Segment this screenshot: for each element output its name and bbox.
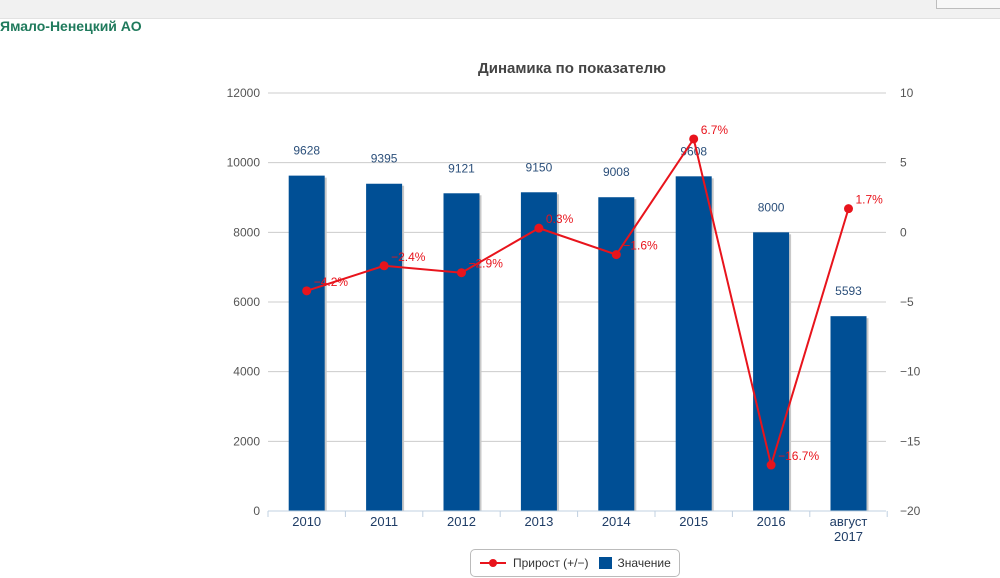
bar <box>443 193 480 512</box>
growth-label: −4.2% <box>314 275 349 289</box>
growth-point <box>689 134 699 144</box>
x-tick-label: 2013 <box>524 514 553 529</box>
y-left-tick-label: 8000 <box>233 225 260 239</box>
growth-point <box>302 286 312 296</box>
growth-label: −16.7% <box>778 449 819 463</box>
bar <box>675 176 712 511</box>
x-tick-label: 2016 <box>757 514 786 529</box>
top-right-control[interactable] <box>936 0 1000 9</box>
bar-value-label: 5593 <box>835 284 862 298</box>
browser-top-bar <box>0 0 1000 19</box>
legend-label-growth: Прирост (+/−) <box>513 556 589 570</box>
legend: Прирост (+/−) Значение <box>470 549 680 577</box>
growth-point <box>611 250 621 260</box>
legend-square-icon <box>598 557 612 569</box>
growth-label: −1.6% <box>623 239 658 253</box>
chart-title: Динамика по показателю <box>478 60 666 77</box>
bar <box>366 183 403 511</box>
region-title: Ямало-Ненецкий АО <box>0 18 142 34</box>
y-right-tick-label: −20 <box>900 504 921 518</box>
bar-value-label: 9008 <box>603 165 630 179</box>
bar <box>830 316 867 511</box>
legend-item-value[interactable]: Значение <box>598 556 671 570</box>
growth-line <box>306 136 850 469</box>
legend-line-icon <box>480 559 506 567</box>
x-tick-label: август 2017 <box>830 514 868 544</box>
x-tick-label: 2010 <box>292 514 321 529</box>
y-right-tick-label: 5 <box>900 156 907 170</box>
growth-label: −2.9% <box>469 257 504 271</box>
growth-point <box>457 268 466 278</box>
x-tick-label: 2012 <box>447 514 476 529</box>
y-left-tick-label: 2000 <box>233 434 260 448</box>
bar-value-label: 9395 <box>371 152 398 166</box>
bar <box>520 192 557 511</box>
legend-label-value: Значение <box>617 556 671 570</box>
bar-value-label: 9121 <box>448 161 475 175</box>
y-right-tick-label: 10 <box>900 86 914 100</box>
y-left-tick-label: 0 <box>253 504 260 518</box>
growth-label: 0.3% <box>546 212 574 226</box>
y-right-tick-label: −10 <box>900 365 921 379</box>
bar-value-label: 9628 <box>293 144 320 158</box>
growth-point <box>844 204 853 214</box>
y-right-tick-label: −15 <box>900 434 921 448</box>
y-left-tick-label: 10000 <box>227 156 261 170</box>
legend-item-growth[interactable]: Прирост (+/−) <box>479 556 589 570</box>
y-right-tick-label: 0 <box>900 225 907 239</box>
y-left-tick-label: 12000 <box>227 86 261 100</box>
bar-value-label: 9150 <box>526 160 553 174</box>
y-right-tick-label: −5 <box>900 295 914 309</box>
growth-point <box>534 223 544 233</box>
y-left-tick-label: 6000 <box>233 295 260 309</box>
growth-point <box>766 460 776 470</box>
growth-point <box>379 261 389 271</box>
x-tick-label: 2011 <box>370 514 398 529</box>
growth-label: 1.7% <box>856 193 884 207</box>
growth-label: −2.4% <box>391 250 426 264</box>
y-left-tick-label: 4000 <box>233 365 260 379</box>
x-tick-label: 2015 <box>679 514 708 529</box>
bar <box>288 175 325 511</box>
bar-value-label: 8000 <box>758 200 785 214</box>
x-tick-label: 2014 <box>602 514 631 529</box>
growth-label: 6.7% <box>701 123 729 137</box>
